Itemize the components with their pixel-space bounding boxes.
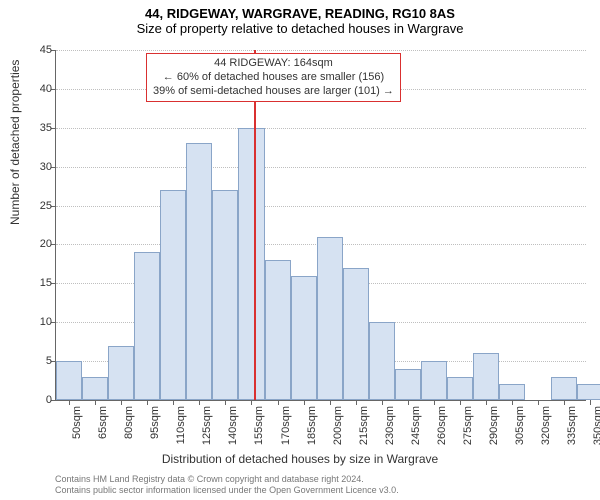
histogram-bar: [499, 384, 525, 400]
y-tick-label: 25: [22, 200, 52, 212]
footer-line2: Contains public sector information licen…: [55, 485, 399, 496]
y-tick-label: 5: [22, 355, 52, 367]
x-tick-mark: [538, 400, 539, 405]
x-tick-label: 215sqm: [358, 406, 370, 456]
histogram-bar: [108, 346, 134, 400]
x-tick-label: 155sqm: [253, 406, 265, 456]
grid-line: [56, 167, 586, 168]
footer-text: Contains HM Land Registry data © Crown c…: [55, 474, 399, 496]
footer-line1: Contains HM Land Registry data © Crown c…: [55, 474, 399, 485]
y-tick-label: 30: [22, 161, 52, 173]
histogram-bar: [317, 237, 343, 400]
y-tick-label: 35: [22, 122, 52, 134]
x-tick-mark: [330, 400, 331, 405]
y-tick-label: 45: [22, 44, 52, 56]
x-tick-label: 335sqm: [566, 406, 578, 456]
plot-area: 05101520253035404550sqm65sqm80sqm95sqm11…: [55, 50, 586, 401]
x-tick-label: 275sqm: [462, 406, 474, 456]
histogram-bar: [212, 190, 238, 400]
y-tick-label: 40: [22, 83, 52, 95]
x-tick-label: 260sqm: [436, 406, 448, 456]
histogram-bar: [265, 260, 291, 400]
x-tick-mark: [147, 400, 148, 405]
grid-line: [56, 206, 586, 207]
histogram-bar: [160, 190, 186, 400]
histogram-bar: [291, 276, 317, 400]
x-tick-label: 65sqm: [97, 406, 109, 456]
histogram-bar: [238, 128, 264, 400]
x-tick-mark: [173, 400, 174, 405]
histogram-bar: [186, 143, 212, 400]
histogram-bar: [56, 361, 82, 400]
x-tick-label: 170sqm: [280, 406, 292, 456]
x-tick-mark: [69, 400, 70, 405]
histogram-bar: [421, 361, 447, 400]
y-axis-label: Number of detached properties: [8, 60, 22, 225]
histogram-bar: [369, 322, 395, 400]
grid-line: [56, 128, 586, 129]
x-tick-label: 230sqm: [384, 406, 396, 456]
x-tick-label: 200sqm: [332, 406, 344, 456]
x-tick-mark: [382, 400, 383, 405]
x-tick-mark: [95, 400, 96, 405]
x-tick-label: 80sqm: [123, 406, 135, 456]
x-tick-label: 95sqm: [149, 406, 161, 456]
x-tick-label: 185sqm: [306, 406, 318, 456]
x-tick-mark: [486, 400, 487, 405]
histogram-bar: [551, 377, 577, 400]
x-tick-label: 125sqm: [201, 406, 213, 456]
annotation-line3: 39% of semi-detached houses are larger (…: [153, 85, 394, 99]
histogram-bar: [343, 268, 369, 400]
grid-line: [56, 50, 586, 51]
property-marker-line: [254, 50, 256, 400]
x-tick-mark: [512, 400, 513, 405]
chart-title: 44, RIDGEWAY, WARGRAVE, READING, RG10 8A…: [0, 0, 600, 21]
x-tick-label: 290sqm: [488, 406, 500, 456]
y-tick-label: 10: [22, 316, 52, 328]
x-tick-mark: [590, 400, 591, 405]
x-tick-mark: [356, 400, 357, 405]
x-tick-label: 245sqm: [410, 406, 422, 456]
histogram-bar: [473, 353, 499, 400]
x-tick-mark: [225, 400, 226, 405]
annotation-line1: 44 RIDGEWAY: 164sqm: [153, 57, 394, 71]
x-tick-label: 140sqm: [227, 406, 239, 456]
y-tick-label: 15: [22, 277, 52, 289]
x-tick-label: 305sqm: [514, 406, 526, 456]
x-tick-mark: [121, 400, 122, 405]
chart-area: 05101520253035404550sqm65sqm80sqm95sqm11…: [55, 50, 585, 400]
x-tick-mark: [408, 400, 409, 405]
x-tick-mark: [564, 400, 565, 405]
y-tick-label: 20: [22, 238, 52, 250]
histogram-bar: [447, 377, 473, 400]
y-tick-label: 0: [22, 394, 52, 406]
x-tick-mark: [199, 400, 200, 405]
x-tick-mark: [278, 400, 279, 405]
x-tick-mark: [460, 400, 461, 405]
chart-container: 44, RIDGEWAY, WARGRAVE, READING, RG10 8A…: [0, 0, 600, 500]
x-tick-label: 350sqm: [592, 406, 600, 456]
x-tick-mark: [304, 400, 305, 405]
chart-subtitle: Size of property relative to detached ho…: [0, 21, 600, 40]
histogram-bar: [82, 377, 108, 400]
x-axis-label: Distribution of detached houses by size …: [0, 452, 600, 466]
x-tick-mark: [434, 400, 435, 405]
histogram-bar: [395, 369, 421, 400]
x-tick-label: 110sqm: [175, 406, 187, 456]
annotation-line2: ← 60% of detached houses are smaller (15…: [153, 71, 394, 85]
x-tick-label: 320sqm: [540, 406, 552, 456]
x-tick-label: 50sqm: [71, 406, 83, 456]
annotation-box: 44 RIDGEWAY: 164sqm← 60% of detached hou…: [146, 53, 401, 102]
histogram-bar: [577, 384, 600, 400]
x-tick-mark: [251, 400, 252, 405]
histogram-bar: [134, 252, 160, 400]
